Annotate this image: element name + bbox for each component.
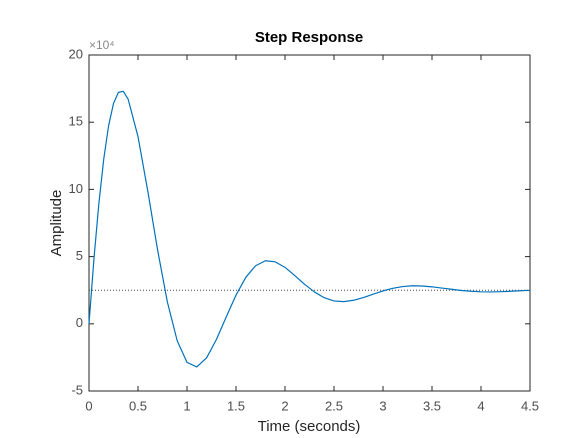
y-tick-label: 5 — [76, 248, 83, 263]
x-tick-label: 3 — [379, 398, 386, 413]
y-exponent: ×10⁴ — [89, 38, 115, 52]
y-tick-label: 0 — [76, 315, 83, 330]
y-tick-label: 10 — [69, 181, 83, 196]
chart-title: Step Response — [255, 29, 363, 46]
x-tick-label: 2.5 — [325, 398, 343, 413]
y-axis-label: Amplitude — [48, 190, 65, 257]
response-line — [88, 90, 531, 368]
x-tick-label: 0.5 — [129, 398, 147, 413]
y-tick-label: 20 — [69, 46, 83, 61]
y-tick-label: 15 — [69, 114, 83, 129]
x-tick-label: 4.5 — [521, 398, 539, 413]
x-tick-label: 4 — [477, 398, 484, 413]
x-tick-label: 0 — [85, 398, 92, 413]
x-tick-label: 2 — [281, 398, 288, 413]
x-tick-label: 3.5 — [423, 398, 441, 413]
y-tick-label: -5 — [71, 382, 83, 397]
x-tick-label: 1.5 — [227, 398, 245, 413]
x-axis-label: Time (seconds) — [258, 418, 361, 435]
axes-box — [88, 54, 531, 392]
x-tick-label: 1 — [183, 398, 190, 413]
